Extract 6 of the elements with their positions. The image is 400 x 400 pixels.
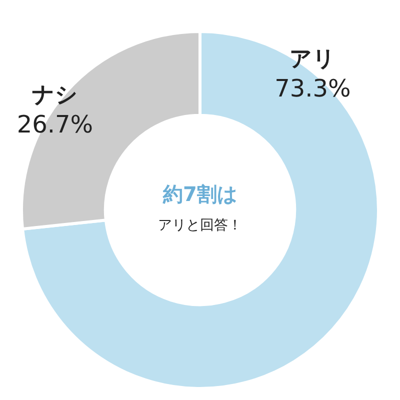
data-label: 73.3% xyxy=(274,74,351,102)
text: アリと回答！ xyxy=(158,218,242,234)
data-label: 26.7% xyxy=(16,110,94,138)
slice-label: アリ xyxy=(290,46,336,72)
slice-label: ナシ xyxy=(32,82,78,108)
text: 約7割は xyxy=(162,182,237,206)
